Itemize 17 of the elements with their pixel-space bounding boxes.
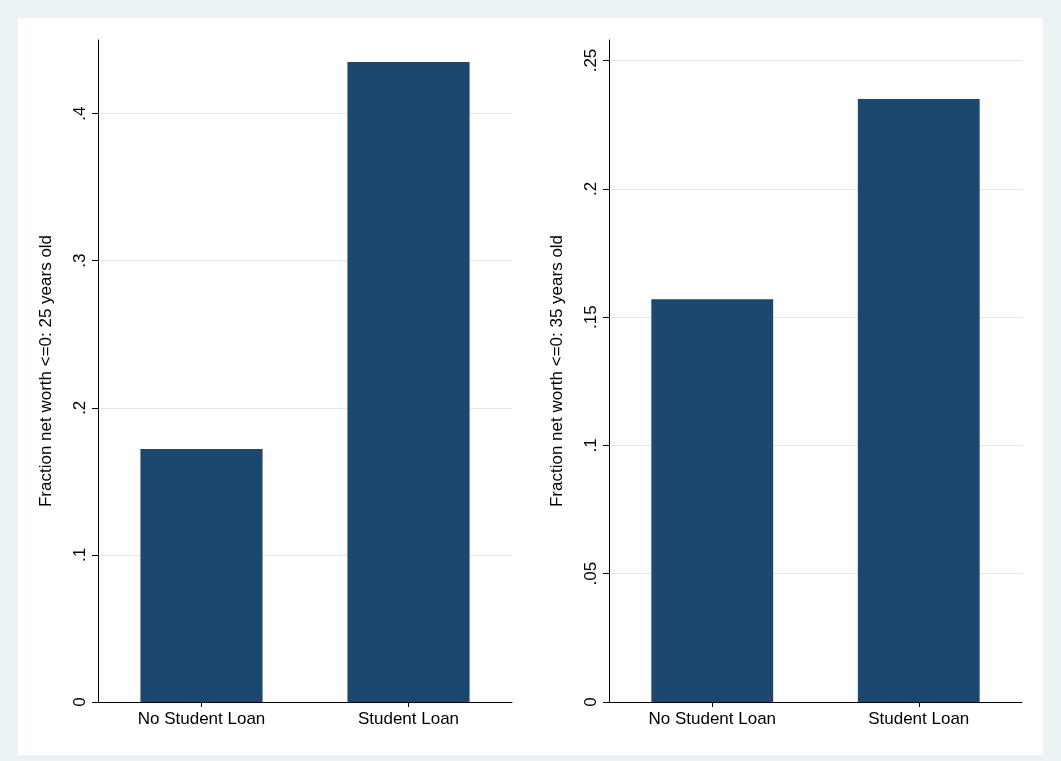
x-tick-label: No Student Loan (648, 709, 777, 728)
y-tick-label: .05 (581, 561, 600, 586)
y-tick-label: .25 (581, 48, 600, 73)
y-tick-label: .2 (70, 400, 89, 415)
y-tick-label: .3 (70, 253, 89, 268)
x-tick-label: Student Loan (868, 709, 970, 728)
y-axis-title: Fraction net worth <=0: 35 years old (547, 234, 566, 508)
y-tick-label: 0 (70, 697, 89, 707)
y-tick-label: .15 (581, 305, 600, 329)
x-tick-label: Student Loan (357, 709, 460, 728)
y-tick-label: .4 (70, 106, 89, 121)
y-tick-label: 0 (581, 697, 600, 707)
y-tick-label: .1 (70, 547, 89, 562)
y-axis-title: Fraction net worth <=0: 25 years old (36, 234, 55, 508)
y-tick-label: .1 (581, 438, 600, 453)
y-tick-label: .2 (581, 181, 600, 196)
x-tick-label: No Student Loan (137, 709, 266, 728)
